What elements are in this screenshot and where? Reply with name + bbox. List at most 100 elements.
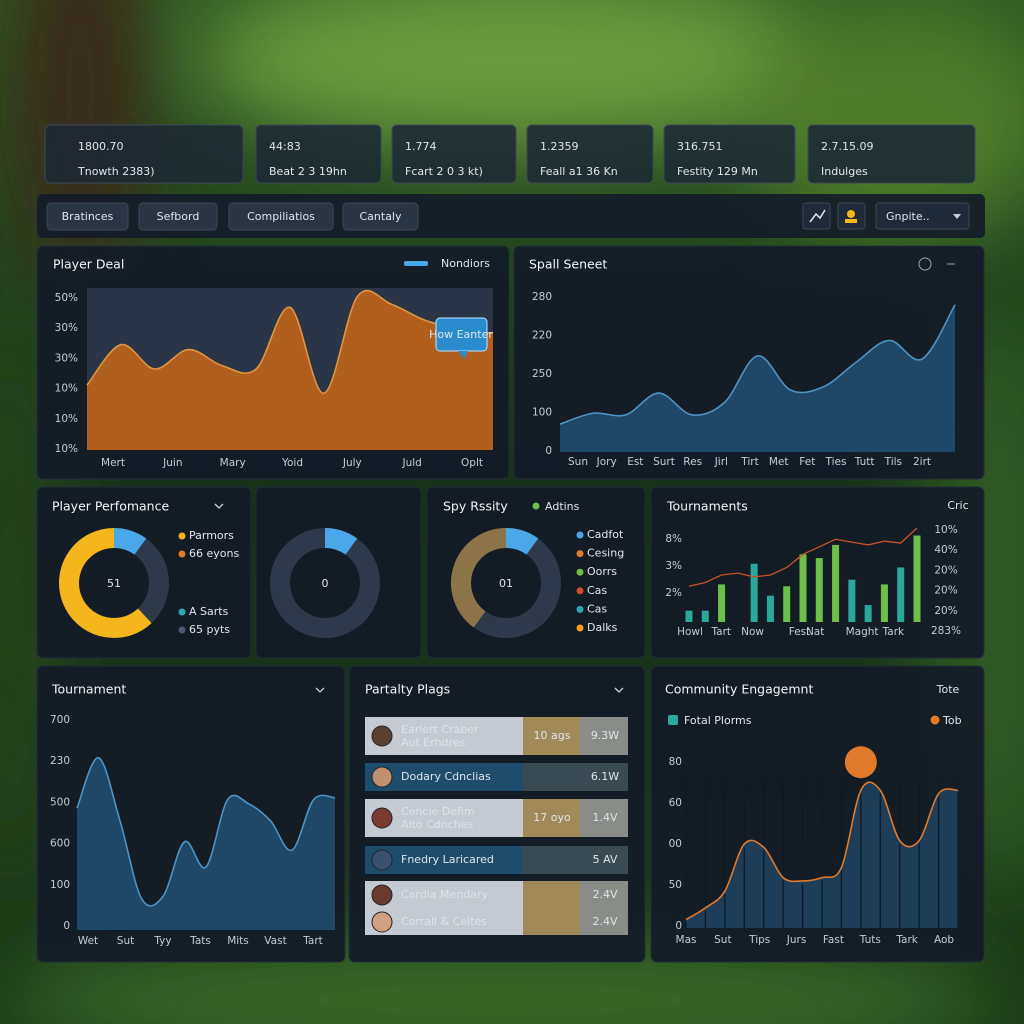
legend-dot <box>576 624 584 632</box>
row-right[interactable] <box>580 909 628 935</box>
bar <box>685 610 693 622</box>
legend-title: Adtins <box>545 500 580 513</box>
y-tick-label: 50% <box>55 292 78 304</box>
list-row[interactable]: Cardla Mendary 2.4V <box>365 881 628 909</box>
x-tick-label: Res <box>683 456 702 468</box>
row-mid[interactable] <box>523 881 580 909</box>
list-row[interactable]: Dodary Cdnclias 6.1W <box>365 763 628 791</box>
y-tick-label: 220 <box>532 330 552 342</box>
y-tick-label: 10% <box>55 383 78 395</box>
area-fill <box>87 290 493 450</box>
row-value: 2.4V <box>592 888 617 901</box>
stat-value: 1.2359 <box>540 140 579 153</box>
dropdown-caret <box>953 214 961 219</box>
row-value: 6.1W <box>591 770 619 783</box>
y-tick-label: 10% <box>934 524 957 536</box>
y-tick-label: 80 <box>669 756 682 768</box>
chart-note: Cric <box>947 499 968 512</box>
y-tick-label: 0 <box>675 920 682 932</box>
row-right[interactable] <box>580 717 628 755</box>
stat-value: 1.774 <box>405 140 437 153</box>
stat-value: 44:83 <box>269 140 301 153</box>
icon <box>847 210 855 218</box>
tab-label[interactable]: Cantaly <box>359 210 402 223</box>
y-tick-label: 600 <box>50 838 70 850</box>
tab-bg[interactable] <box>228 202 334 231</box>
tab-bg[interactable] <box>46 202 129 231</box>
legend-label: Nondiors <box>441 257 490 270</box>
x-tick-label: Vast <box>264 935 286 947</box>
x-tick-label: Tark <box>895 934 918 946</box>
row-mid[interactable] <box>523 909 580 935</box>
x-tick-label: Tils <box>884 456 902 468</box>
row-right[interactable] <box>580 881 628 909</box>
stat-value: 316.751 <box>677 140 723 153</box>
tab[interactable]: Sefbord <box>138 202 218 231</box>
list-row[interactable]: Corrall & Celtes 2.4V <box>365 909 628 935</box>
legend-dot <box>576 605 584 613</box>
tab-label[interactable]: Sefbord <box>157 210 200 223</box>
icon-button[interactable] <box>802 202 831 230</box>
x-tick-label: Tips <box>748 934 770 946</box>
x-tick-label: Wet <box>78 935 98 947</box>
row-right[interactable] <box>580 763 628 791</box>
stat-label: Tnowth 2383) <box>77 165 154 178</box>
y-tick-label: 500 <box>50 796 70 808</box>
legend-dot <box>576 531 584 539</box>
avatar <box>371 766 393 788</box>
avatar <box>371 911 393 933</box>
row-mid[interactable] <box>523 763 580 791</box>
x-tick-label: Juin <box>162 457 182 469</box>
legend-dot <box>930 715 940 725</box>
legend-dot <box>178 608 186 616</box>
legend-label: Oorrs <box>587 565 617 578</box>
tab-label[interactable]: Bratinces <box>62 210 114 223</box>
chart-title: Community Engagemnt <box>665 682 813 697</box>
x-tick-label: Now <box>741 626 764 638</box>
donut-segment <box>113 528 147 555</box>
row-name: Fnedry Laricared <box>401 853 494 866</box>
chevron <box>214 503 224 509</box>
area-fill <box>77 757 335 930</box>
dropdown[interactable] <box>875 202 970 230</box>
bar <box>701 610 709 622</box>
legend-dot <box>532 502 540 510</box>
stat-card <box>807 124 976 184</box>
row-sub: Aut Erhdres <box>401 736 466 749</box>
stat-label: Indulges <box>821 165 868 178</box>
donut-segment <box>134 538 169 624</box>
row-mid[interactable] <box>523 799 580 837</box>
legend-label: Fotal Plorms <box>684 714 752 727</box>
x-tick-label: Tark <box>882 626 905 638</box>
row-right[interactable] <box>580 799 628 837</box>
tab-label[interactable]: Compiliatios <box>247 210 315 223</box>
avatar <box>371 849 393 871</box>
row-right[interactable] <box>580 846 628 874</box>
x-tick-label: Aob <box>934 934 954 946</box>
x-tick-label: Tutt <box>854 456 875 468</box>
tab[interactable]: Compiliatios <box>228 202 334 231</box>
stat-card <box>255 124 382 184</box>
stat-card <box>391 124 517 184</box>
legend-dot <box>178 626 186 634</box>
y-tick-label: 00 <box>669 838 682 850</box>
donut-center: 0 <box>322 577 329 590</box>
area-fill <box>686 782 958 928</box>
x-tick-label: Tart <box>302 935 323 947</box>
tab-bg[interactable] <box>342 202 419 231</box>
row-mid[interactable] <box>523 717 580 755</box>
x-tick-label: Est <box>627 456 643 468</box>
chevron <box>614 687 624 693</box>
area-line <box>559 304 956 425</box>
x-tick-label: Fest <box>789 626 811 638</box>
tab[interactable]: Cantaly <box>342 202 419 231</box>
row-mid[interactable] <box>523 846 580 874</box>
list-row[interactable]: Fnedry Laricared 5 AV <box>365 846 628 874</box>
tab-bg[interactable] <box>138 202 218 231</box>
chart-title: Tournaments <box>666 499 748 514</box>
tab[interactable]: Bratinces <box>46 202 129 231</box>
legend-label: Tob <box>942 714 962 727</box>
x-tick-label: Tuts <box>859 934 881 946</box>
